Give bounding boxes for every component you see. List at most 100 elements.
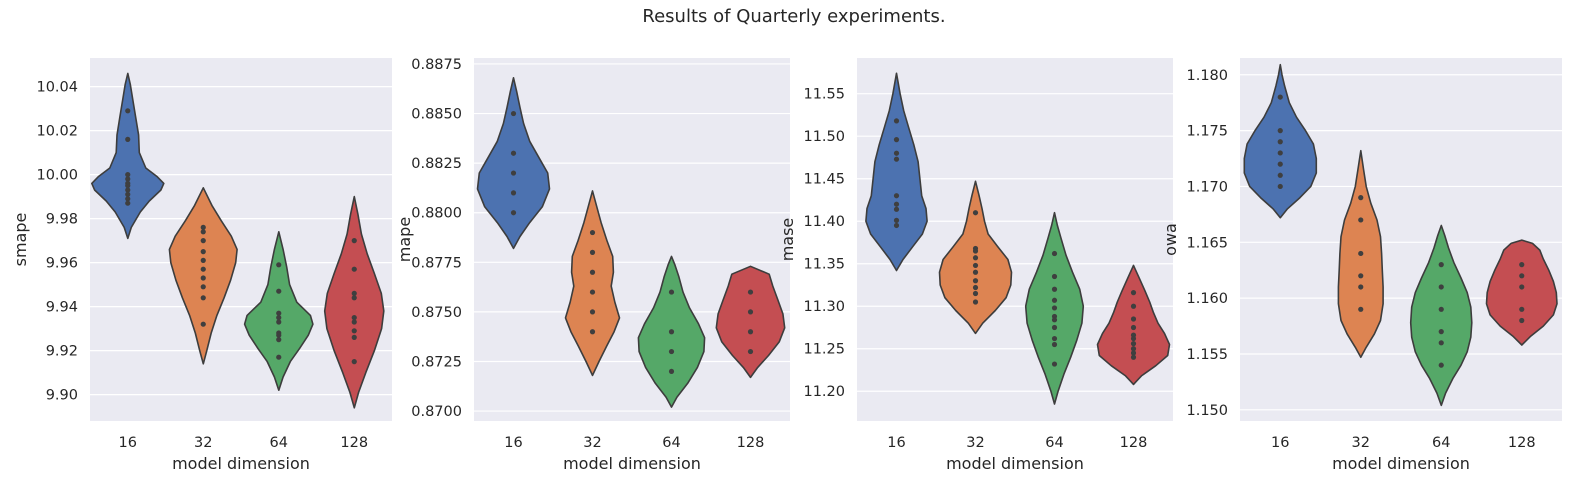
data-point	[747, 348, 754, 355]
data-point	[1438, 306, 1444, 312]
violin-owa-128	[1485, 239, 1558, 346]
data-point	[200, 295, 206, 301]
y-tick-label: 10.04	[36, 80, 78, 96]
data-point	[1051, 361, 1058, 367]
y-tick-label: 1.155	[1186, 347, 1228, 363]
data-point	[668, 329, 675, 335]
data-point	[893, 206, 900, 212]
x-tick-label: 64	[1432, 435, 1450, 451]
y-tick-label: 11.25	[803, 342, 845, 358]
y-tick-label: 0.8725	[411, 354, 462, 370]
data-point	[351, 315, 357, 321]
data-point	[893, 156, 900, 162]
x-tick-label: 128	[737, 435, 765, 451]
data-point	[747, 329, 754, 335]
data-point	[1519, 262, 1525, 268]
data-point	[510, 170, 517, 176]
data-point	[1051, 273, 1058, 280]
y-tick-label: 11.30	[803, 299, 845, 315]
violin-smape-16	[91, 72, 165, 240]
data-point	[200, 238, 206, 244]
data-point	[276, 315, 282, 321]
data-point	[747, 289, 754, 295]
data-point	[972, 262, 979, 269]
data-point	[893, 137, 900, 143]
data-point	[668, 348, 675, 355]
data-point	[972, 269, 979, 275]
data-point	[1051, 341, 1058, 348]
data-point	[589, 289, 596, 295]
data-point	[1051, 250, 1058, 257]
data-point	[893, 217, 900, 223]
violin-mase-16	[865, 72, 928, 272]
x-tick-label: 32	[583, 435, 601, 451]
data-point	[589, 309, 596, 315]
data-point	[972, 299, 979, 305]
data-point	[1277, 94, 1283, 100]
violin-mape-128	[715, 265, 786, 379]
data-point	[1277, 139, 1283, 145]
x-tick-label: 32	[194, 435, 212, 451]
data-point	[668, 289, 675, 295]
x-tick-label: 16	[1271, 435, 1289, 451]
y-tick-label: 9.98	[46, 212, 78, 228]
y-tick-label: 9.90	[46, 388, 78, 404]
x-tick-label: 128	[1120, 435, 1148, 451]
data-point	[200, 321, 206, 327]
data-point	[1051, 317, 1058, 323]
panel-smape: 9.90 9.92 9.94 9.96 9.98 10.00 10.02 10.04 16 32 6…	[11, 58, 392, 473]
panel-mase: 11.20 11.25 11.30 11.35 11.40 11.45 11.50 11.55…	[778, 58, 1173, 473]
data-point	[276, 288, 282, 294]
data-point	[893, 201, 900, 207]
data-point	[1438, 262, 1444, 268]
data-point	[1051, 286, 1058, 292]
data-point	[1519, 317, 1525, 324]
y-tick-label: 1.175	[1186, 124, 1228, 140]
y-axis-label: mase	[778, 218, 797, 262]
data-point	[893, 118, 900, 124]
data-point	[351, 290, 357, 296]
data-point	[893, 150, 900, 156]
data-point	[351, 359, 357, 365]
y-tick-label: 9.94	[46, 300, 78, 316]
figure-title: Results of Quarterly experiments.	[642, 6, 946, 27]
y-tick-label: 1.165	[1186, 235, 1228, 251]
data-point	[510, 150, 517, 156]
data-point	[1051, 324, 1058, 331]
data-point	[1519, 284, 1525, 290]
y-axis-label: mape	[395, 217, 414, 262]
x-axis-label: model dimension	[1332, 454, 1470, 473]
data-point	[1519, 273, 1525, 279]
x-tick-label: 128	[1508, 435, 1536, 451]
y-tick-label: 9.96	[46, 256, 78, 272]
y-tick-label: 1.170	[1186, 179, 1228, 195]
data-point	[1277, 183, 1283, 190]
data-point	[972, 290, 979, 297]
y-axis-label: smape	[11, 213, 30, 267]
data-point	[1277, 128, 1283, 134]
violin-smape-128	[323, 195, 385, 409]
data-point	[125, 183, 131, 189]
data-point	[972, 284, 979, 291]
data-point	[276, 262, 282, 268]
data-point	[1358, 195, 1364, 201]
data-point	[1358, 284, 1364, 290]
data-point	[1130, 335, 1137, 342]
data-point	[125, 187, 131, 193]
data-point	[1438, 340, 1444, 346]
y-tick-label: 10.00	[36, 168, 78, 184]
y-tick-label: 1.180	[1186, 68, 1228, 84]
data-point	[589, 269, 596, 275]
data-point	[200, 275, 206, 281]
data-point	[125, 200, 131, 206]
x-tick-label: 128	[340, 435, 368, 451]
data-point	[589, 329, 596, 335]
violin-mape-32	[564, 190, 621, 377]
data-point	[200, 257, 206, 263]
data-point	[589, 249, 596, 255]
data-point	[1358, 273, 1364, 279]
data-point	[125, 176, 131, 182]
data-point	[276, 319, 282, 325]
x-tick-label: 64	[662, 435, 680, 451]
data-point	[1130, 346, 1137, 352]
